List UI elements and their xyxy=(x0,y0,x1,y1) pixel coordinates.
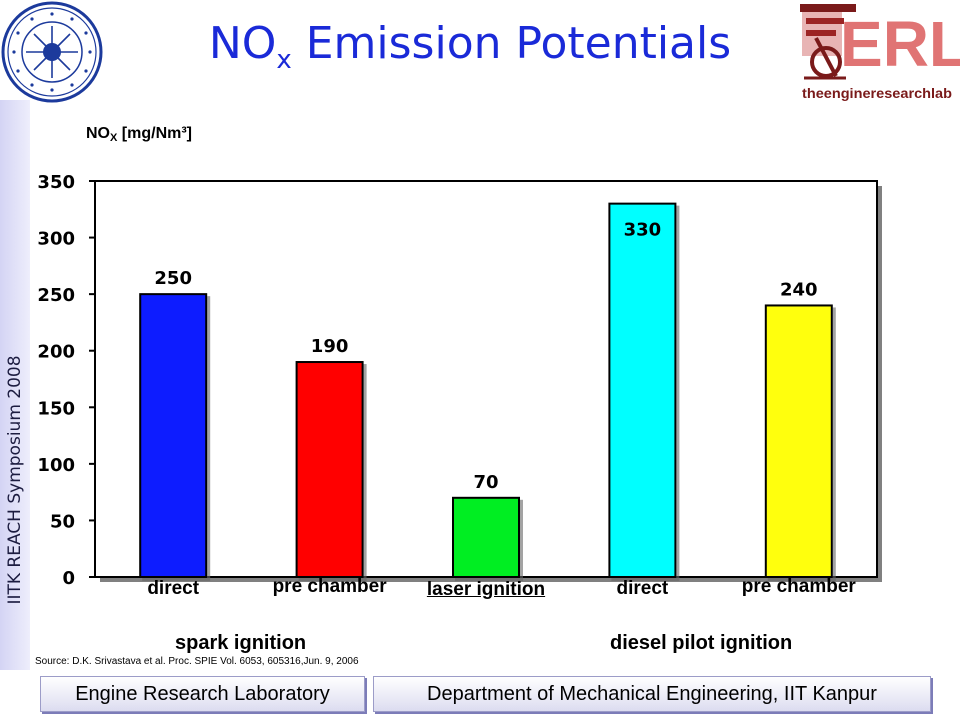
title-rest: Emission Potentials xyxy=(291,18,732,69)
y-axis-label-main: NO xyxy=(86,125,110,142)
footer-lab-name: Engine Research Laboratory xyxy=(40,676,365,712)
nox-bar-chart: 0 50 100 150 200 250 300 350 250 190 70 330 240 xyxy=(37,172,882,589)
bar xyxy=(452,496,520,578)
category-label: pre chamber xyxy=(741,576,856,597)
slide-title: NOx Emission Potentials xyxy=(200,18,740,75)
y-tick-label: 0 xyxy=(62,568,75,589)
y-tick-label: 150 xyxy=(37,398,75,419)
y-tick-label: 350 xyxy=(37,172,75,193)
y-axis-label-unit: [mg/Nm³] xyxy=(117,125,192,142)
y-axis: 0 50 100 150 200 250 300 350 xyxy=(37,172,95,589)
y-tick-label: 300 xyxy=(37,229,75,250)
y-tick-label: 250 xyxy=(37,285,75,306)
erl-logo: ERL theengineresearchlab xyxy=(800,4,960,101)
bar xyxy=(139,293,208,578)
y-axis-label: NOX [mg/Nm³] xyxy=(86,125,192,144)
bar xyxy=(764,304,833,578)
footer-department: Department of Mechanical Engineering, II… xyxy=(373,676,931,712)
bar-value-label: 70 xyxy=(473,472,498,493)
iitk-seal-logo xyxy=(1,1,103,103)
erl-logo-text: ERL xyxy=(840,8,960,80)
sidebar-band: IITK REACH Symposium 2008 xyxy=(0,100,30,670)
bars: 250 190 70 330 240 xyxy=(139,202,833,578)
y-axis-label-sub: X xyxy=(110,132,118,144)
category-label: direct xyxy=(616,578,669,599)
title-main: NO xyxy=(208,18,277,69)
y-tick-label: 50 xyxy=(50,511,75,532)
category-label: pre chamber xyxy=(272,576,387,597)
bar xyxy=(295,361,364,578)
erl-logo-caption: theengineresearchlab xyxy=(802,85,952,101)
group-label-spark: spark ignition xyxy=(175,632,307,654)
title-subscript: x xyxy=(276,45,292,75)
bar-value-label: 240 xyxy=(780,279,818,300)
category-label: laser ignition xyxy=(426,579,546,600)
category-label: direct xyxy=(147,578,200,599)
group-label-diesel: diesel pilot ignition xyxy=(610,632,793,654)
bar-value-label: 190 xyxy=(311,336,349,357)
y-tick-label: 200 xyxy=(37,342,75,363)
bar-value-label: 330 xyxy=(624,220,662,241)
bar xyxy=(608,202,677,578)
y-tick-label: 100 xyxy=(37,455,75,476)
bar-value-label: 250 xyxy=(154,268,192,289)
source-citation: Source: D.K. Srivastava et al. Proc. SPI… xyxy=(35,656,359,667)
